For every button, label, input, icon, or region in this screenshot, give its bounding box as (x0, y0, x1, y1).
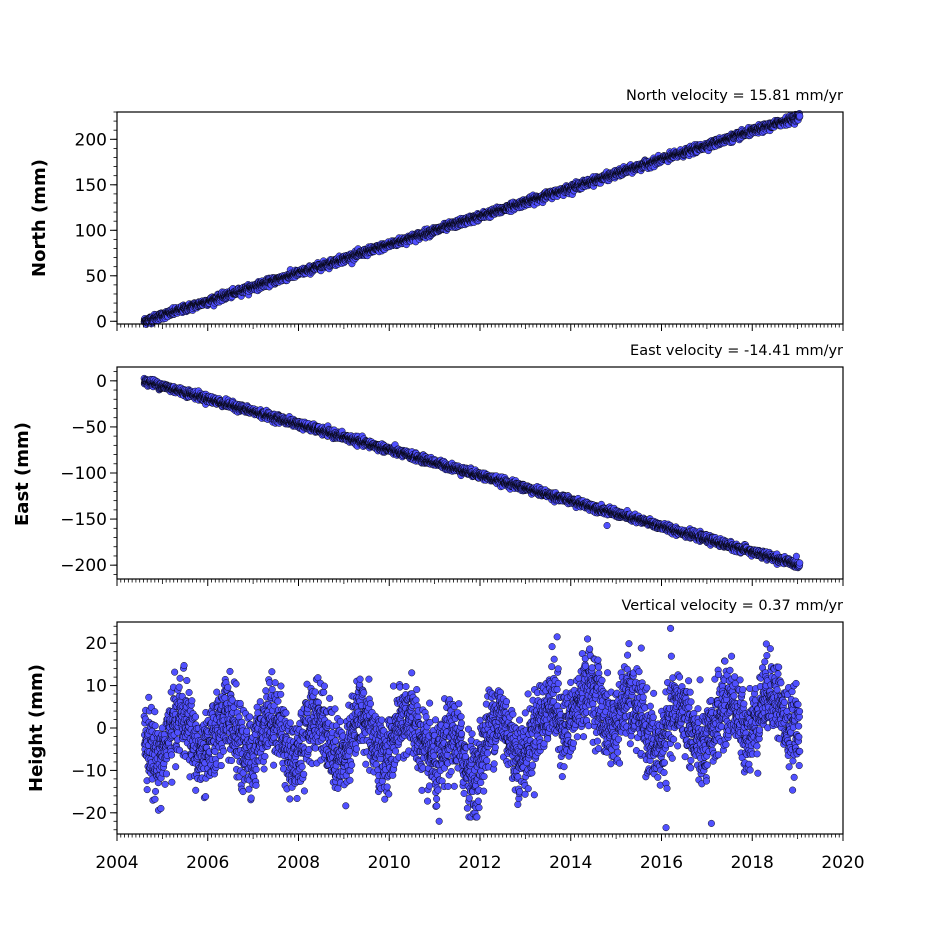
east-velocity-title: East velocity = -14.41 mm/yr (630, 343, 843, 359)
east-y-axis-label: East (mm) (12, 422, 33, 526)
north-velocity-title: North velocity = 15.81 mm/yr (626, 88, 843, 104)
north-y-tick-label: 100 (75, 221, 107, 241)
north-y-axis-label: North (mm) (29, 159, 50, 277)
north-y-tick-label: 50 (85, 267, 107, 287)
north-y-tick-label: 200 (75, 130, 107, 150)
north-data-point (796, 113, 803, 120)
north-y-tick-label: 0 (96, 312, 107, 332)
north-y-tick-label: 150 (75, 176, 107, 196)
